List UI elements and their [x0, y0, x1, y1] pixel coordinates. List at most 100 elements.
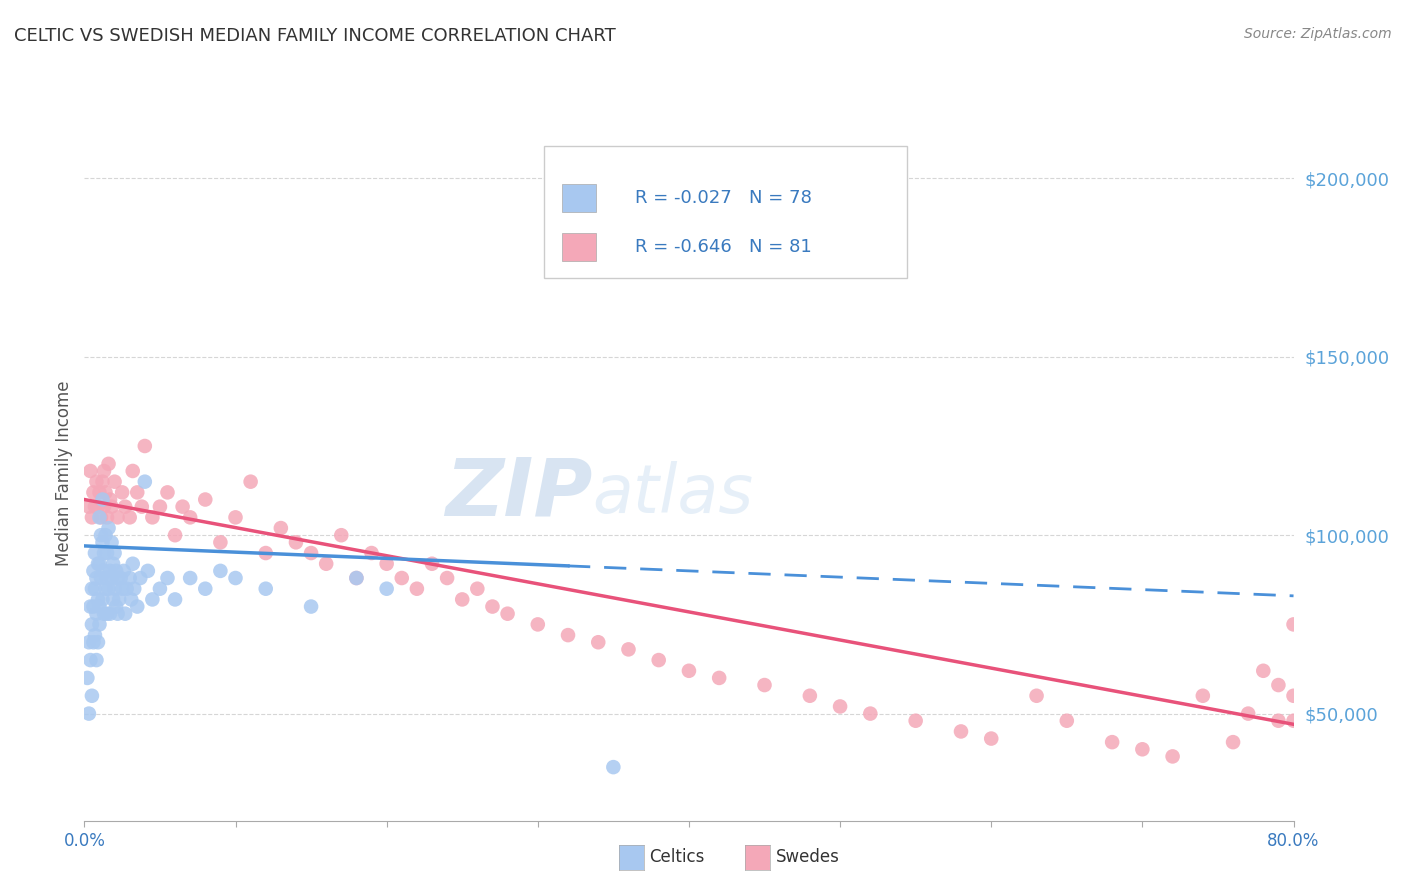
- Point: [94, 582, 117, 596]
- Point: [79, 464, 101, 478]
- Point: [82, 599, 104, 614]
- Point: [120, 592, 142, 607]
- Point: [91, 475, 114, 489]
- Point: [1267, 678, 1289, 692]
- Point: [270, 521, 292, 535]
- Point: [84, 582, 107, 596]
- Point: [602, 760, 624, 774]
- Point: [89, 485, 111, 500]
- Point: [82, 485, 104, 500]
- Point: [100, 535, 122, 549]
- Point: [436, 571, 458, 585]
- Point: [89, 617, 111, 632]
- Point: [330, 528, 353, 542]
- Point: [107, 510, 129, 524]
- Point: [1056, 714, 1078, 728]
- Point: [98, 607, 121, 621]
- Bar: [562, 233, 596, 260]
- Point: [156, 571, 179, 585]
- Point: [105, 599, 128, 614]
- Point: [87, 635, 110, 649]
- Point: [98, 492, 121, 507]
- Text: Swedes: Swedes: [776, 848, 839, 866]
- Point: [100, 571, 122, 585]
- Point: [91, 492, 114, 507]
- Point: [239, 475, 262, 489]
- Point: [299, 599, 322, 614]
- Point: [96, 510, 118, 524]
- Point: [84, 546, 107, 560]
- Point: [588, 635, 610, 649]
- Point: [859, 706, 882, 721]
- Point: [80, 617, 103, 632]
- Point: [284, 535, 308, 549]
- Point: [96, 546, 118, 560]
- Point: [149, 500, 172, 514]
- Point: [709, 671, 731, 685]
- Point: [360, 546, 382, 560]
- Point: [80, 689, 103, 703]
- Point: [111, 485, 134, 500]
- Bar: [562, 184, 596, 212]
- Point: [98, 564, 121, 578]
- Point: [101, 592, 124, 607]
- Point: [107, 571, 129, 585]
- Point: [89, 510, 111, 524]
- Point: [105, 564, 128, 578]
- Point: [209, 535, 232, 549]
- Point: [134, 439, 156, 453]
- Point: [254, 582, 277, 596]
- Point: [87, 500, 110, 514]
- Point: [121, 557, 143, 571]
- Point: [93, 564, 115, 578]
- Point: [141, 510, 163, 524]
- Point: [678, 664, 700, 678]
- Point: [77, 706, 100, 721]
- Point: [77, 500, 100, 514]
- Point: [100, 500, 122, 514]
- Point: [179, 571, 201, 585]
- Point: [406, 582, 429, 596]
- Point: [131, 500, 153, 514]
- Point: [526, 617, 548, 632]
- Point: [904, 714, 927, 728]
- Point: [134, 475, 156, 489]
- Point: [112, 564, 135, 578]
- Point: [1025, 689, 1047, 703]
- Point: [108, 592, 131, 607]
- Point: [136, 564, 159, 578]
- Point: [225, 510, 247, 524]
- Point: [94, 528, 117, 542]
- Point: [299, 546, 322, 560]
- Point: [375, 582, 398, 596]
- Point: [156, 485, 179, 500]
- Point: [111, 582, 134, 596]
- Point: [107, 607, 129, 621]
- Point: [496, 607, 519, 621]
- Point: [77, 635, 100, 649]
- Point: [79, 653, 101, 667]
- Point: [86, 571, 108, 585]
- Point: [90, 528, 112, 542]
- Text: R = -0.646   N = 81: R = -0.646 N = 81: [634, 237, 811, 256]
- Point: [114, 500, 136, 514]
- Point: [90, 571, 112, 585]
- Point: [129, 571, 152, 585]
- Point: [141, 592, 163, 607]
- Point: [1251, 664, 1274, 678]
- Point: [209, 564, 232, 578]
- Point: [84, 628, 107, 642]
- Point: [617, 642, 640, 657]
- Point: [557, 628, 579, 642]
- Text: ZIP: ZIP: [444, 455, 592, 533]
- Point: [118, 510, 141, 524]
- Point: [194, 492, 217, 507]
- Point: [114, 607, 136, 621]
- Point: [754, 678, 776, 692]
- Point: [121, 464, 143, 478]
- Point: [96, 571, 118, 585]
- Point: [315, 557, 337, 571]
- Point: [179, 510, 201, 524]
- Point: [76, 671, 98, 685]
- Point: [118, 571, 141, 585]
